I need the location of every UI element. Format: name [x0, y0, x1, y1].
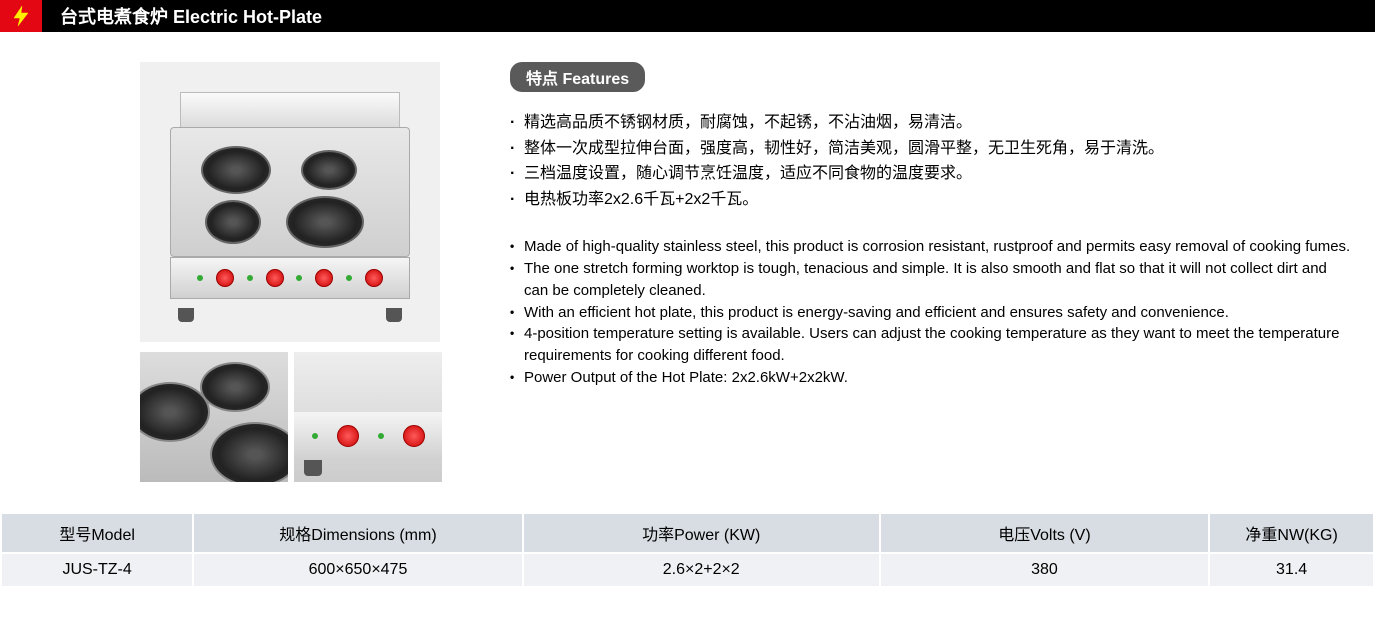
col-header: 型号Model	[1, 513, 193, 553]
features-badge: 特点 Features	[510, 62, 645, 92]
thumbnail-row	[140, 352, 510, 482]
feature-item: Power Output of the Hot Plate: 2x2.6kW+2…	[510, 367, 1355, 389]
table-row: JUS-TZ-4 600×650×475 2.6×2+2×2 380 31.4	[1, 553, 1374, 587]
feature-item: The one stretch forming worktop is tough…	[510, 258, 1355, 302]
feature-item: 三档温度设置，随心调节烹饪温度，适应不同食物的温度要求。	[510, 161, 1355, 187]
col-header: 净重NW(KG)	[1209, 513, 1374, 553]
thumbnail-1	[140, 352, 288, 482]
feature-item: 电热板功率2x2.6千瓦+2x2千瓦。	[510, 187, 1355, 213]
features-list-en: Made of high-quality stainless steel, th…	[510, 236, 1355, 388]
feature-item: 4-position temperature setting is availa…	[510, 323, 1355, 367]
cell: 31.4	[1209, 553, 1374, 587]
page-title: 台式电煮食炉 Electric Hot-Plate	[42, 3, 322, 29]
feature-item: 整体一次成型拉伸台面，强度高，韧性好，简洁美观，圆滑平整，无卫生死角，易于清洗。	[510, 136, 1355, 162]
lightning-icon	[0, 0, 42, 32]
cell: JUS-TZ-4	[1, 553, 193, 587]
header-bar: 台式电煮食炉 Electric Hot-Plate	[0, 0, 1375, 32]
content-row: 特点 Features 精选高品质不锈钢材质，耐腐蚀，不起锈，不沾油烟，易清洁。…	[0, 62, 1375, 512]
image-column	[140, 62, 510, 482]
cell: 2.6×2+2×2	[523, 553, 880, 587]
spec-table: 型号Model 规格Dimensions (mm) 功率Power (KW) 电…	[0, 512, 1375, 588]
product-main-image	[140, 62, 440, 342]
features-list-zh: 精选高品质不锈钢材质，耐腐蚀，不起锈，不沾油烟，易清洁。 整体一次成型拉伸台面，…	[510, 110, 1355, 212]
text-column: 特点 Features 精选高品质不锈钢材质，耐腐蚀，不起锈，不沾油烟，易清洁。…	[510, 62, 1375, 482]
cell: 600×650×475	[193, 553, 523, 587]
cell: 380	[880, 553, 1210, 587]
feature-item: With an efficient hot plate, this produc…	[510, 302, 1355, 324]
feature-item: 精选高品质不锈钢材质，耐腐蚀，不起锈，不沾油烟，易清洁。	[510, 110, 1355, 136]
col-header: 规格Dimensions (mm)	[193, 513, 523, 553]
table-header-row: 型号Model 规格Dimensions (mm) 功率Power (KW) 电…	[1, 513, 1374, 553]
thumbnail-2	[294, 352, 442, 482]
col-header: 功率Power (KW)	[523, 513, 880, 553]
col-header: 电压Volts (V)	[880, 513, 1210, 553]
feature-item: Made of high-quality stainless steel, th…	[510, 236, 1355, 258]
